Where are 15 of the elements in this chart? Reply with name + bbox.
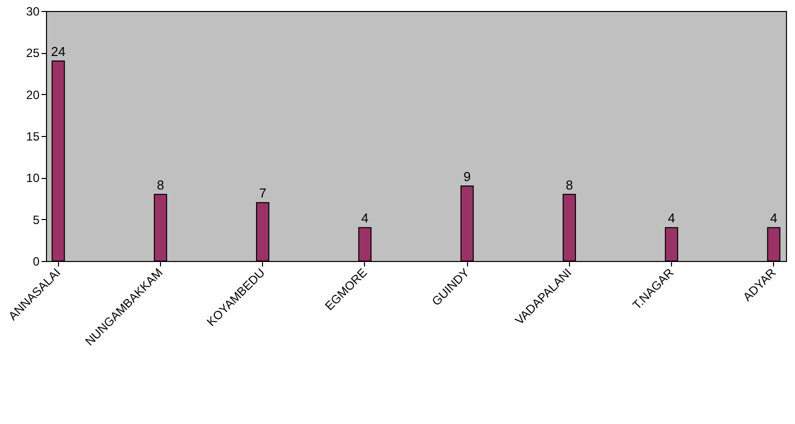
y-tick-label: 0 [32, 254, 40, 268]
data-label: 4 [770, 210, 778, 226]
data-label: 7 [259, 186, 266, 201]
y-tick-label: 25 [26, 46, 40, 60]
y-tick-label: 10 [26, 171, 40, 186]
data-label: 8 [156, 177, 164, 192]
y-tick-label: 30 [26, 4, 40, 18]
data-label: 8 [566, 177, 573, 192]
data-label: 24 [51, 44, 66, 59]
y-tick-label: 5 [32, 212, 40, 227]
y-tick-label: 20 [26, 88, 40, 102]
y-tick-label: 15 [26, 130, 40, 144]
data-label: 4 [361, 210, 369, 226]
data-label: 4 [668, 210, 676, 226]
data-label: 9 [463, 169, 471, 184]
